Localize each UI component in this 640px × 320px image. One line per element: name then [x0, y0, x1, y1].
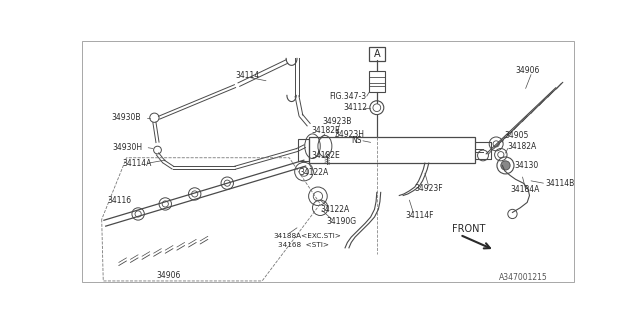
Text: 34112: 34112 [344, 103, 367, 112]
Text: 34905: 34905 [505, 131, 529, 140]
Text: A347001215: A347001215 [499, 273, 547, 282]
Text: 34114: 34114 [235, 71, 259, 80]
Text: A: A [374, 49, 380, 59]
Text: 34114A: 34114A [123, 159, 152, 168]
Text: 34182A: 34182A [508, 142, 537, 151]
Text: 34188A<EXC.STI>: 34188A<EXC.STI> [274, 233, 342, 238]
Text: 34122A: 34122A [300, 168, 328, 177]
Text: 34114F: 34114F [406, 211, 434, 220]
Text: NS: NS [351, 136, 362, 145]
Text: 34930H: 34930H [113, 143, 143, 152]
Text: 34923H: 34923H [334, 130, 364, 139]
Bar [369, 71, 385, 92]
Text: FRONT: FRONT [452, 224, 485, 234]
Text: FIG.347-3: FIG.347-3 [330, 92, 367, 101]
Text: 34906: 34906 [156, 271, 180, 280]
Text: 34930B: 34930B [111, 113, 141, 122]
Text: 34116: 34116 [107, 196, 131, 204]
Circle shape [501, 161, 510, 170]
Text: 34906: 34906 [516, 66, 540, 75]
Bar [298, 139, 308, 161]
Text: 34122A: 34122A [320, 205, 349, 214]
Text: 34190G: 34190G [326, 217, 356, 226]
Text: 34923B: 34923B [323, 117, 352, 126]
Text: 34182E: 34182E [311, 126, 340, 135]
Text: 34182E: 34182E [311, 151, 340, 160]
Text: 34114B: 34114B [545, 179, 574, 188]
Text: 34184A: 34184A [511, 185, 540, 194]
Text: 34130: 34130 [514, 161, 538, 170]
Text: 34923F: 34923F [415, 184, 444, 193]
Bar [308, 137, 476, 163]
Text: 34168  <STI>: 34168 <STI> [278, 242, 328, 248]
